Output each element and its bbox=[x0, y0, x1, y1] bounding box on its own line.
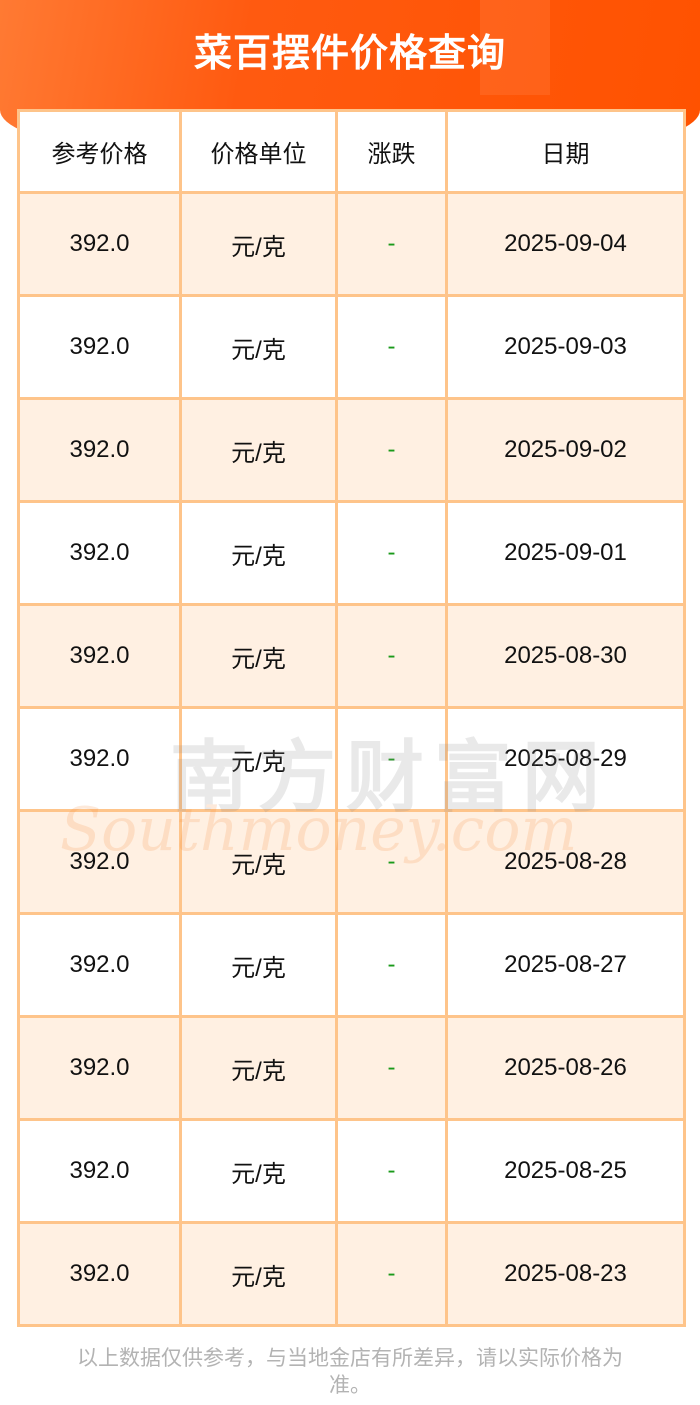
price-cell: 392.0 bbox=[17, 294, 182, 400]
price-cell: 392.0 bbox=[17, 1015, 182, 1121]
table-row: 392.0 元/克 -2025-09-01 bbox=[17, 500, 686, 606]
date-cell: 2025-08-27 bbox=[445, 912, 686, 1018]
column-header-price: 参考价格 bbox=[17, 109, 182, 194]
table-row: 392.0 元/克 -2025-08-26 bbox=[17, 1015, 686, 1121]
change-cell: - bbox=[335, 191, 448, 297]
unit-cell: 元/克 bbox=[179, 912, 338, 1018]
banner-decoration bbox=[480, 0, 550, 95]
table-row: 392.0 元/克 -2025-08-29 bbox=[17, 706, 686, 812]
price-cell: 392.0 bbox=[17, 500, 182, 606]
unit-cell: 元/克 bbox=[179, 294, 338, 400]
table-row: 392.0 元/克 -2025-08-28 bbox=[17, 809, 686, 915]
date-cell: 2025-08-26 bbox=[445, 1015, 686, 1121]
change-cell: - bbox=[335, 809, 448, 915]
change-cell: - bbox=[335, 603, 448, 709]
price-cell: 392.0 bbox=[17, 397, 182, 503]
unit-cell: 元/克 bbox=[179, 1015, 338, 1121]
date-cell: 2025-09-03 bbox=[445, 294, 686, 400]
change-cell: - bbox=[335, 1015, 448, 1121]
unit-cell: 元/克 bbox=[179, 397, 338, 503]
table-row: 392.0 元/克 -2025-09-04 bbox=[17, 191, 686, 297]
table-row: 392.0 元/克 -2025-08-30 bbox=[17, 603, 686, 709]
price-cell: 392.0 bbox=[17, 1221, 182, 1327]
price-cell: 392.0 bbox=[17, 191, 182, 297]
price-cell: 392.0 bbox=[17, 603, 182, 709]
unit-cell: 元/克 bbox=[179, 1118, 338, 1224]
change-cell: - bbox=[335, 912, 448, 1018]
change-cell: - bbox=[335, 294, 448, 400]
price-cell: 392.0 bbox=[17, 912, 182, 1018]
unit-cell: 元/克 bbox=[179, 191, 338, 297]
table-row: 392.0 元/克 -2025-08-27 bbox=[17, 912, 686, 1018]
date-cell: 2025-08-28 bbox=[445, 809, 686, 915]
unit-cell: 元/克 bbox=[179, 500, 338, 606]
table-row: 392.0 元/克 -2025-08-25 bbox=[17, 1118, 686, 1224]
unit-cell: 元/克 bbox=[179, 809, 338, 915]
date-cell: 2025-09-02 bbox=[445, 397, 686, 503]
unit-cell: 元/克 bbox=[179, 706, 338, 812]
change-cell: - bbox=[335, 1221, 448, 1327]
price-table: 参考价格 价格单位 涨跌 日期 392.0 元/克 -2025-09-04 392.0… bbox=[17, 109, 686, 1327]
date-cell: 2025-09-04 bbox=[445, 191, 686, 297]
unit-cell: 元/克 bbox=[179, 1221, 338, 1327]
change-cell: - bbox=[335, 1118, 448, 1224]
price-cell: 392.0 bbox=[17, 706, 182, 812]
change-cell: - bbox=[335, 500, 448, 606]
date-cell: 2025-08-23 bbox=[445, 1221, 686, 1327]
date-cell: 2025-08-30 bbox=[445, 603, 686, 709]
change-cell: - bbox=[335, 397, 448, 503]
table-row: 392.0 元/克 -2025-08-23 bbox=[17, 1221, 686, 1327]
page-title: 菜百摆件价格查询 bbox=[193, 33, 506, 75]
change-cell: - bbox=[335, 706, 448, 812]
unit-cell: 元/克 bbox=[179, 603, 338, 709]
column-header-change: 涨跌 bbox=[335, 109, 448, 194]
disclaimer-note: 以上数据仅供参考，与当地金店有所差异，请以实际价格为准。 bbox=[77, 1347, 623, 1397]
date-cell: 2025-08-25 bbox=[445, 1118, 686, 1224]
date-cell: 2025-08-29 bbox=[445, 706, 686, 812]
column-header-unit: 价格单位 bbox=[179, 109, 338, 194]
price-cell: 392.0 bbox=[17, 809, 182, 915]
table-header-row: 参考价格 价格单位 涨跌 日期 bbox=[17, 109, 686, 194]
date-cell: 2025-09-01 bbox=[445, 500, 686, 606]
table-row: 392.0 元/克 -2025-09-03 bbox=[17, 294, 686, 400]
table-row: 392.0 元/克 -2025-09-02 bbox=[17, 397, 686, 503]
column-header-date: 日期 bbox=[445, 109, 686, 194]
price-cell: 392.0 bbox=[17, 1118, 182, 1224]
